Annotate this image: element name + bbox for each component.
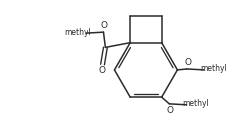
Text: O: O xyxy=(167,106,174,115)
Text: O: O xyxy=(98,66,105,75)
Text: O: O xyxy=(101,21,108,30)
Text: methyl: methyl xyxy=(64,28,91,37)
Text: methyl: methyl xyxy=(200,64,227,73)
Text: methyl: methyl xyxy=(183,99,209,108)
Text: O: O xyxy=(184,58,191,67)
